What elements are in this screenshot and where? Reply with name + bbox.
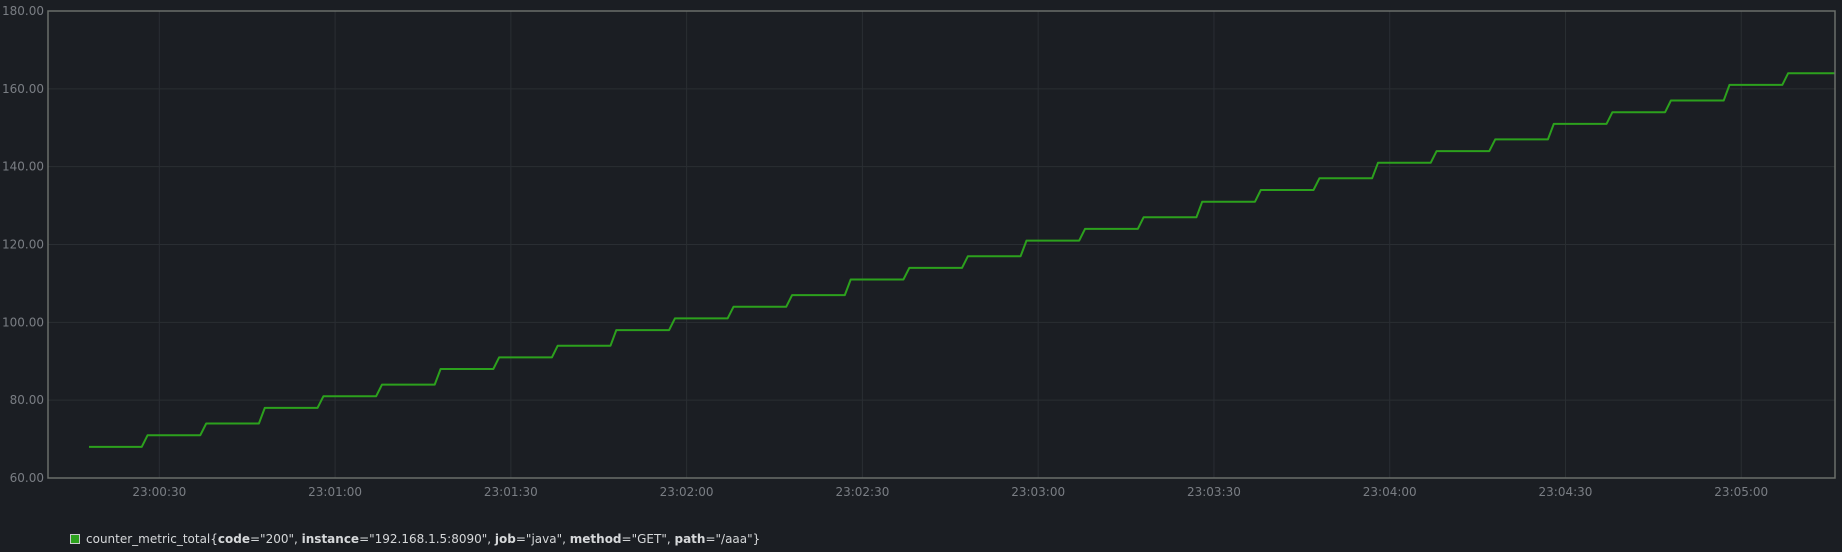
legend-series-label[interactable]: counter_metric_total{code="200", instanc…: [86, 532, 760, 546]
y-tick-label: 100.00: [2, 315, 44, 329]
y-tick-label: 180.00: [2, 4, 44, 18]
x-tick-label: 23:00:30: [132, 485, 186, 499]
x-tick-label: 23:04:00: [1363, 485, 1417, 499]
plot-area-frame: [47, 10, 1836, 479]
legend-label-key: job: [494, 532, 516, 546]
x-tick-label: 23:01:30: [484, 485, 538, 499]
legend-label-separator: ,: [666, 532, 675, 546]
legend-label-key: instance: [301, 532, 360, 546]
series-color-swatch[interactable]: [70, 534, 80, 544]
legend-metric-name: counter_metric_total: [86, 532, 211, 546]
x-tick-label: 23:02:00: [660, 485, 714, 499]
legend-label-separator: ,: [562, 532, 570, 546]
series-layer: [89, 72, 1835, 448]
x-tick-label: 23:01:00: [308, 485, 362, 499]
x-tick-label: 23:02:30: [835, 485, 889, 499]
legend-label-key: path: [674, 532, 706, 546]
y-tick-label: 60.00: [10, 471, 44, 485]
legend-close-brace: }: [752, 532, 761, 546]
legend-label-value: ="200": [250, 532, 294, 546]
legend[interactable]: counter_metric_total{code="200", instanc…: [70, 530, 760, 548]
legend-label-value: ="java": [515, 532, 563, 546]
series-line[interactable]: [89, 72, 1835, 448]
legend-label-separator: ,: [294, 532, 302, 546]
y-axis-ticks: 60.00 80.00 100.00 120.00 140.00 160.00 180.00: [2, 4, 44, 485]
y-tick-label: 80.00: [10, 393, 44, 407]
legend-label-key: method: [569, 532, 622, 546]
x-tick-label: 23:03:00: [1011, 485, 1065, 499]
x-axis-ticks: 23:00:30 23:01:00 23:01:30 23:02:00 23:02:30…: [132, 485, 1768, 499]
grid-lines: [48, 10, 1835, 479]
legend-label-value: ="/aaa": [705, 532, 753, 546]
y-tick-label: 160.00: [2, 82, 44, 96]
x-tick-label: 23:04:30: [1539, 485, 1593, 499]
x-tick-label: 23:05:00: [1714, 485, 1768, 499]
legend-label-value: ="GET": [621, 532, 667, 546]
y-tick-label: 140.00: [2, 160, 44, 174]
legend-open-brace: {: [210, 532, 218, 546]
legend-label-separator: ,: [487, 532, 495, 546]
legend-label-value: ="192.168.1.5:8090": [359, 532, 488, 546]
x-tick-label: 23:03:30: [1187, 485, 1241, 499]
y-tick-label: 120.00: [2, 238, 44, 252]
legend-label-key: code: [217, 532, 250, 546]
